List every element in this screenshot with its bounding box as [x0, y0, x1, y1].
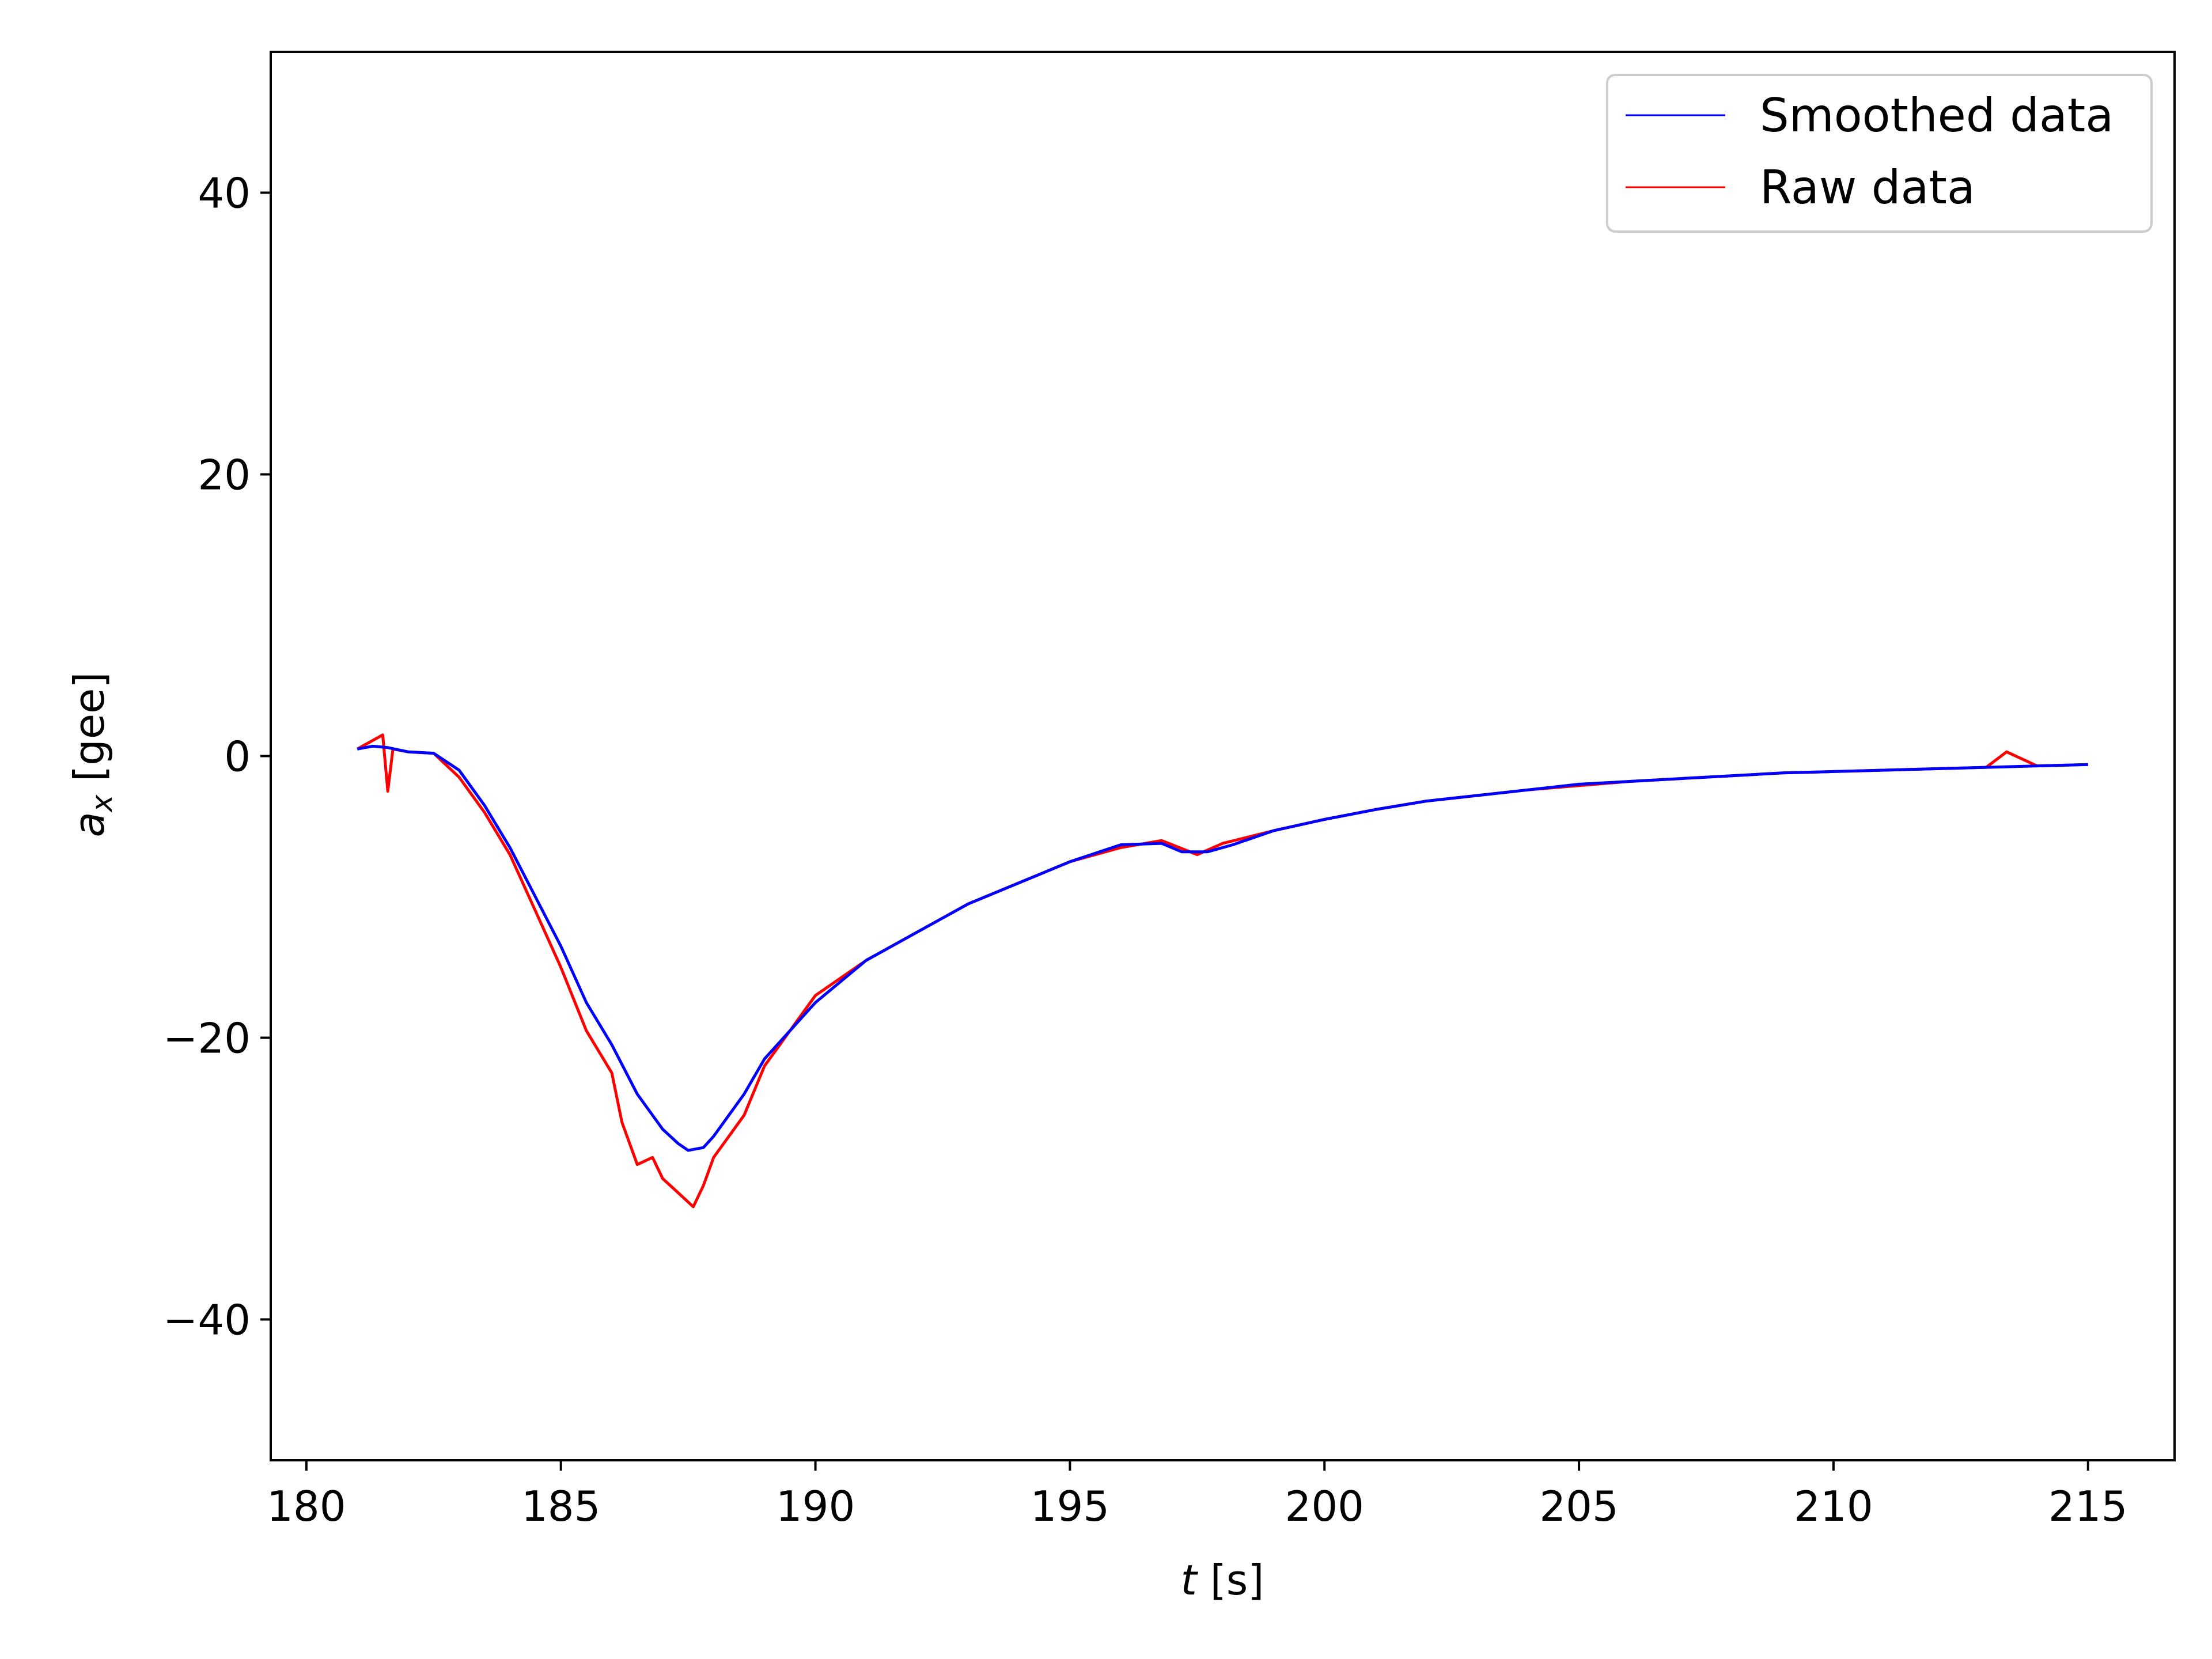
x-tick-label: 205: [1539, 1482, 1618, 1531]
x-tick-label: 185: [521, 1482, 600, 1531]
y-tick-label: −40: [163, 1296, 251, 1344]
legend-label-raw: Raw data: [1760, 161, 1975, 214]
legend-label-smoothed: Smoothed data: [1760, 89, 2113, 142]
y-axis-ticks: −40 −20 0 20 40: [163, 169, 271, 1344]
x-tick-label: 215: [2048, 1482, 2127, 1531]
x-axis-label: t [s]: [1181, 1556, 1264, 1604]
x-tick-label: 210: [1794, 1482, 1873, 1531]
y-tick-label: 40: [198, 169, 251, 218]
x-axis-variable: t: [1181, 1556, 1199, 1604]
series-layer: [356, 733, 2088, 1209]
x-axis-unit: [s]: [1197, 1556, 1264, 1604]
y-tick-label: 20: [198, 451, 251, 499]
y-axis-subscript: x: [85, 794, 119, 813]
x-tick-label: 200: [1285, 1482, 1364, 1531]
x-tick-label: 195: [1031, 1482, 1109, 1531]
y-axis-label: ax [gee]: [65, 672, 119, 837]
x-tick-label: 180: [267, 1482, 346, 1531]
y-tick-label: 0: [224, 733, 251, 781]
y-axis-variable: a: [65, 812, 113, 837]
y-axis-unit: [gee]: [65, 672, 113, 794]
series-line-smoothed-data: [357, 744, 2088, 1152]
legend: Smoothed data Raw data: [1606, 74, 2153, 233]
y-tick-label: −20: [163, 1014, 251, 1063]
legend-box: [1606, 74, 2153, 233]
x-tick-label: 190: [776, 1482, 855, 1531]
x-axis-ticks: 180 185 190 195 200 205 210 215: [267, 1460, 2127, 1531]
